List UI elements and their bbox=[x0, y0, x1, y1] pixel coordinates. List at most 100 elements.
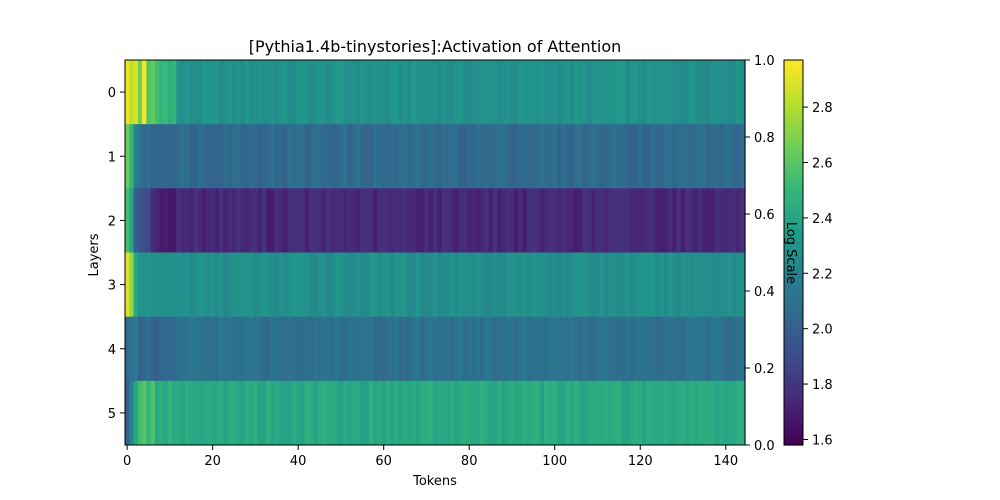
heatmap-cell bbox=[573, 124, 579, 189]
colorbar-segment bbox=[784, 133, 803, 138]
heatmap-cell bbox=[603, 252, 609, 317]
heatmap-cell bbox=[501, 316, 507, 382]
heatmap-cell bbox=[432, 124, 438, 189]
heatmap-cell bbox=[655, 60, 661, 125]
heatmap-cell bbox=[603, 316, 609, 382]
colorbar-segment bbox=[784, 384, 803, 388]
colorbar-segment bbox=[784, 223, 803, 228]
heatmap-cell bbox=[595, 124, 601, 189]
heatmap-cell bbox=[522, 252, 528, 317]
heatmap-cell bbox=[240, 316, 246, 382]
heatmap-cell bbox=[291, 316, 297, 382]
heatmap-cell bbox=[236, 380, 242, 446]
colorbar-segment bbox=[784, 217, 803, 222]
heatmap-cell bbox=[325, 124, 331, 189]
heatmap-cell bbox=[621, 124, 626, 189]
heatmap-cell bbox=[616, 188, 622, 253]
heatmap-cell bbox=[334, 380, 340, 446]
heatmap-cell bbox=[689, 60, 695, 125]
heatmap-cell bbox=[629, 60, 635, 125]
heatmap-cell bbox=[467, 188, 472, 253]
heatmap-cell bbox=[693, 380, 699, 446]
heatmap-cell bbox=[458, 188, 464, 253]
heatmap-cell bbox=[526, 188, 532, 253]
heatmap-cell bbox=[257, 60, 263, 125]
heatmap-cell bbox=[150, 188, 156, 253]
heatmap-cell bbox=[616, 60, 622, 125]
heatmap-cell bbox=[437, 316, 443, 382]
heatmap-cell bbox=[484, 252, 490, 317]
heatmap-cell bbox=[424, 316, 430, 382]
heatmap-cell bbox=[702, 60, 708, 125]
colorbar-segment bbox=[784, 274, 803, 279]
heatmap-cell bbox=[501, 60, 507, 125]
heatmap-cell bbox=[569, 124, 575, 189]
heatmap-cell bbox=[189, 124, 195, 189]
heatmap-cell bbox=[548, 380, 554, 446]
heatmap-cell bbox=[544, 380, 549, 446]
heatmap-cell bbox=[535, 316, 541, 382]
colorbar-segment bbox=[784, 294, 803, 299]
heatmap-cell bbox=[201, 316, 207, 382]
heatmap-cell bbox=[343, 60, 348, 125]
colorbar-segment bbox=[784, 323, 803, 327]
heatmap-cell bbox=[488, 380, 494, 446]
heatmap-cell bbox=[308, 60, 314, 125]
heatmap-cell bbox=[189, 316, 195, 382]
heatmap-cell bbox=[663, 60, 669, 125]
heatmap-cell bbox=[715, 316, 720, 382]
heatmap-cell bbox=[377, 316, 383, 382]
heatmap-cell bbox=[296, 380, 301, 446]
heatmap-cell bbox=[402, 60, 408, 125]
heatmap-cell bbox=[129, 252, 135, 317]
heatmap-cell bbox=[291, 60, 297, 125]
heatmap-cell bbox=[420, 380, 425, 446]
heatmap-cell bbox=[479, 124, 485, 189]
heatmap-cell bbox=[719, 60, 725, 125]
heatmap-cell bbox=[308, 316, 314, 382]
heatmap-cell bbox=[300, 252, 306, 317]
heatmap-cell bbox=[223, 60, 229, 125]
heatmap-cell bbox=[501, 124, 507, 189]
heatmap-cell bbox=[223, 188, 229, 253]
heatmap-cell bbox=[633, 124, 639, 189]
heatmap-cell bbox=[244, 60, 250, 125]
x-axis: 0 20 40 60 80 100 120 140 bbox=[123, 445, 738, 469]
heatmap-cell bbox=[385, 316, 391, 382]
heatmap-cell bbox=[360, 252, 366, 317]
heatmap-cell bbox=[569, 380, 575, 446]
heatmap-cell bbox=[531, 316, 537, 382]
heatmap-cell bbox=[189, 380, 195, 446]
heatmap-cell bbox=[680, 252, 686, 317]
heatmap-cell bbox=[163, 252, 169, 317]
heatmap-cell bbox=[697, 124, 703, 189]
heatmap-cell bbox=[278, 316, 284, 382]
heatmap-cell bbox=[586, 316, 592, 382]
heatmap-cell bbox=[146, 188, 152, 253]
heatmap-cell bbox=[526, 380, 532, 446]
heatmap-cell bbox=[402, 124, 408, 189]
heatmap-cell bbox=[407, 252, 413, 317]
heatmap-cell bbox=[321, 380, 327, 446]
heatmap-cell bbox=[373, 380, 378, 446]
heatmap-cell bbox=[180, 60, 186, 125]
y-axis: 0 1 2 3 4 5 bbox=[108, 86, 125, 422]
heatmap-cell bbox=[655, 316, 661, 382]
heatmap-cell bbox=[300, 316, 306, 382]
heatmap-cell bbox=[257, 252, 263, 317]
heatmap-cell bbox=[531, 252, 537, 317]
heatmap-cells bbox=[125, 60, 746, 446]
heatmap-cell bbox=[253, 380, 259, 446]
heatmap-cell bbox=[535, 252, 541, 317]
heatmap-cell bbox=[368, 60, 374, 125]
heatmap-cell bbox=[373, 60, 378, 125]
heatmap-cell bbox=[325, 380, 331, 446]
heatmap-cell bbox=[432, 380, 438, 446]
heatmap-cell bbox=[655, 252, 661, 317]
heatmap-cell bbox=[505, 252, 511, 317]
heatmap-cell bbox=[424, 252, 430, 317]
heatmap-cell bbox=[240, 380, 246, 446]
heatmap-cell bbox=[343, 380, 348, 446]
colorbar-segment bbox=[784, 149, 803, 154]
heatmap-cell bbox=[672, 188, 678, 253]
